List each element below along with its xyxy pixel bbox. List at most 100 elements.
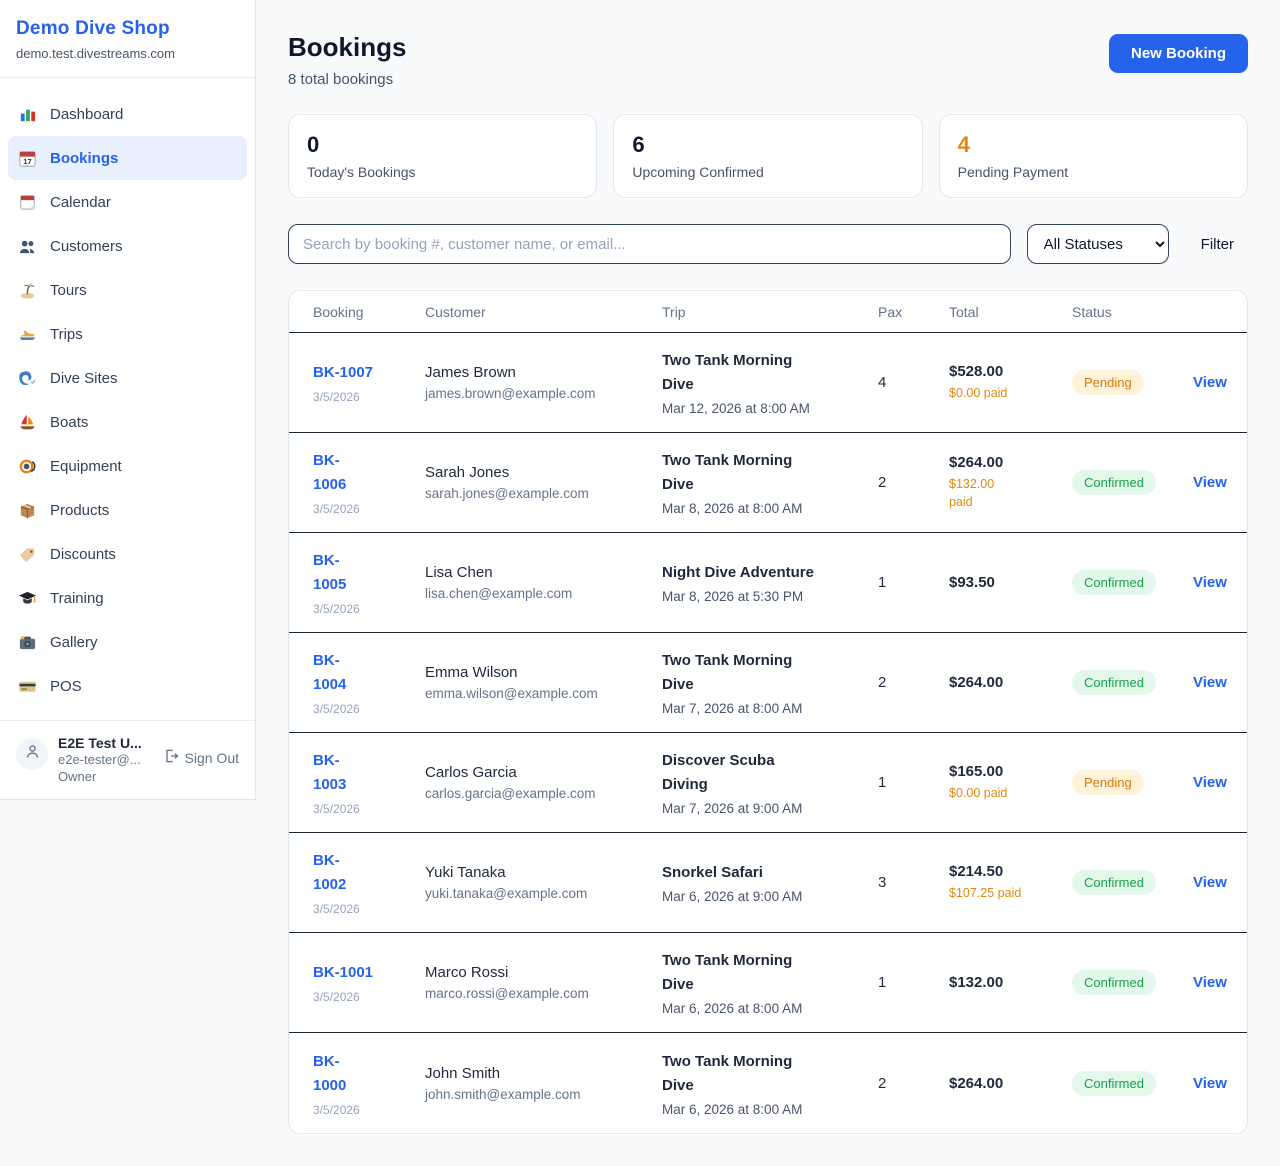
sidebar-item-label: Customers: [50, 237, 123, 255]
dive-mask-icon: [18, 457, 37, 476]
island-icon: [18, 281, 37, 300]
booking-id-link[interactable]: BK-1001: [313, 964, 374, 981]
booking-id-link[interactable]: BK- 1002: [313, 852, 347, 893]
search-input[interactable]: [288, 224, 1011, 264]
booking-id-link[interactable]: BK- 1003: [313, 752, 347, 793]
booking-id-link[interactable]: BK- 1006: [313, 452, 347, 493]
trip-datetime: Mar 8, 2026 at 8:00 AM: [662, 501, 803, 516]
sidebar-item-customers[interactable]: Customers: [8, 224, 247, 268]
sidebar-item-tours[interactable]: Tours: [8, 268, 247, 312]
avatar: [16, 738, 48, 771]
stat-card-upcoming-confirmed: 6 Upcoming Confirmed: [613, 114, 923, 198]
sidebar-item-bookings[interactable]: 17 Bookings: [8, 136, 247, 180]
pax-count: 2: [878, 1074, 887, 1092]
customer-email: sarah.jones@example.com: [425, 486, 589, 501]
bookings-table: Booking Customer Trip Pax Total Status B…: [288, 290, 1248, 1134]
status-badge: Confirmed: [1072, 870, 1156, 895]
column-header-customer: Customer: [425, 303, 486, 320]
sidebar-item-dive-sites[interactable]: Dive Sites: [8, 356, 247, 400]
booking-id-link[interactable]: BK- 1005: [313, 552, 347, 593]
booking-id-link[interactable]: BK- 1000: [313, 1052, 347, 1094]
view-booking-link[interactable]: View: [1193, 774, 1227, 791]
trip-name: Two Tank Morning Dive: [662, 952, 793, 993]
booking-id-link[interactable]: BK-1007: [313, 364, 374, 381]
page-title: Bookings: [288, 32, 407, 62]
view-booking-link[interactable]: View: [1193, 874, 1227, 891]
booking-row: BK-1007 3/5/2026 James Brown james.brown@ex…: [289, 333, 1247, 433]
pax-count: 1: [878, 574, 887, 591]
stats-cards: 0 Today's Bookings 6 Upcoming Confirmed …: [288, 114, 1248, 198]
sign-out-icon: [163, 748, 179, 767]
trip-name: Two Tank Morning Dive: [662, 1052, 793, 1094]
stat-value: 4: [957, 132, 970, 157]
sidebar-item-label: Dashboard: [50, 105, 124, 123]
table-header-row: Booking Customer Trip Pax Total Status: [289, 291, 1247, 333]
pax-count: 3: [878, 874, 887, 891]
view-booking-link[interactable]: View: [1193, 674, 1227, 691]
package-icon: [18, 501, 37, 520]
status-badge: Confirmed: [1072, 970, 1156, 995]
sidebar-item-products[interactable]: Products: [8, 488, 247, 532]
sidebar-item-label: Training: [50, 589, 104, 607]
new-booking-button[interactable]: New Booking: [1108, 34, 1248, 73]
trip-datetime: Mar 12, 2026 at 8:00 AM: [662, 401, 810, 416]
sailboat-icon: [18, 413, 37, 432]
column-header-booking: Booking: [313, 303, 364, 320]
sidebar-item-gallery[interactable]: Gallery: [8, 620, 247, 664]
customer-email: lisa.chen@example.com: [425, 586, 573, 601]
sidebar-item-discounts[interactable]: Discounts: [8, 532, 247, 576]
paid-amount: $0.00 paid: [949, 785, 1008, 800]
total-amount: $165.00: [949, 762, 1004, 780]
page-subtitle: 8 total bookings: [288, 71, 394, 88]
sidebar-item-trips[interactable]: Trips: [8, 312, 247, 356]
user-name: E2E Test U...: [58, 735, 142, 752]
view-booking-link[interactable]: View: [1193, 474, 1227, 491]
view-booking-link[interactable]: View: [1193, 574, 1227, 591]
trip-datetime: Mar 7, 2026 at 9:00 AM: [662, 801, 803, 816]
sidebar: Demo Dive Shop demo.test.divestreams.com…: [0, 0, 256, 800]
booking-row: BK- 1000 3/5/2026 John Smith john.smith@exam…: [289, 1033, 1247, 1133]
pax-count: 1: [878, 774, 887, 791]
paid-amount: $132.00 paid: [949, 476, 995, 509]
filter-button[interactable]: Filter: [1185, 236, 1248, 253]
view-booking-link[interactable]: View: [1193, 1074, 1227, 1092]
total-amount: $264.00: [949, 1074, 1004, 1092]
booking-row: BK-1001 3/5/2026 Marco Rossi marco.rossi@ex…: [289, 933, 1247, 1033]
view-booking-link[interactable]: View: [1193, 374, 1227, 391]
sidebar-item-pos[interactable]: POS: [8, 664, 247, 708]
customer-email: marco.rossi@example.com: [425, 986, 589, 1001]
user-role: Owner: [58, 769, 97, 785]
sign-out-button[interactable]: Sign Out: [163, 748, 239, 767]
booking-id-link[interactable]: BK- 1004: [313, 652, 347, 693]
pax-count: 1: [878, 974, 887, 991]
view-booking-link[interactable]: View: [1193, 974, 1227, 991]
stat-value: 0: [307, 132, 320, 157]
tag-icon: [18, 545, 37, 564]
stat-label: Pending Payment: [957, 164, 1069, 180]
sidebar-item-equipment[interactable]: Equipment: [8, 444, 247, 488]
trip-name: Two Tank Morning Dive: [662, 452, 793, 493]
sidebar-nav: Dashboard 17 Bookings Calendar Customers Tour…: [0, 78, 255, 716]
status-badge: Confirmed: [1072, 570, 1156, 595]
user-email: e2e-tester@...: [58, 752, 141, 768]
stat-label: Upcoming Confirmed: [632, 164, 764, 180]
stat-card-todays-bookings: 0 Today's Bookings: [288, 114, 598, 198]
customer-name: John Smith: [425, 1064, 501, 1082]
customer-email: carlos.garcia@example.com: [425, 786, 596, 801]
status-badge: Confirmed: [1072, 1070, 1156, 1096]
trip-datetime: Mar 7, 2026 at 8:00 AM: [662, 701, 803, 716]
customer-name: Marco Rossi: [425, 964, 509, 981]
sidebar-item-label: Bookings: [50, 149, 119, 167]
bar-chart-icon: [18, 105, 37, 124]
sidebar-item-training[interactable]: Training: [8, 576, 247, 620]
paid-amount: $0.00 paid: [949, 385, 1008, 400]
total-amount: $264.00: [949, 674, 1004, 691]
total-amount: $132.00: [949, 974, 1004, 991]
sidebar-item-dashboard[interactable]: Dashboard: [8, 92, 247, 136]
sidebar-item-calendar[interactable]: Calendar: [8, 180, 247, 224]
customer-name: Yuki Tanaka: [425, 864, 506, 881]
booking-row: BK- 1005 3/5/2026 Lisa Chen lisa.chen@exampl…: [289, 533, 1247, 633]
status-filter-select[interactable]: All Statuses: [1026, 224, 1169, 264]
sidebar-item-boats[interactable]: Boats: [8, 400, 247, 444]
total-amount: $264.00: [949, 453, 1004, 471]
